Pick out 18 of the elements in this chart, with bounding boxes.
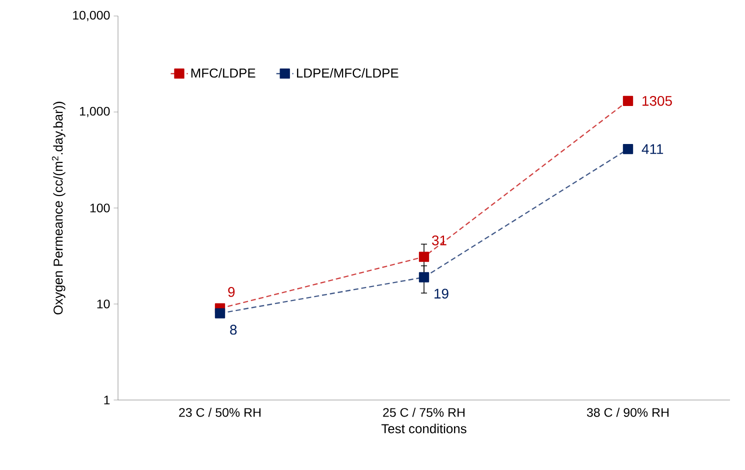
y-tick-label: 1 xyxy=(104,396,110,404)
data-label: 1305 xyxy=(642,96,672,106)
legend-label: MFC/LDPE xyxy=(191,68,256,78)
y-tick-label: 100 xyxy=(90,204,110,212)
x-tick-label: 25 C / 75% RH xyxy=(383,408,465,417)
y-tick-label: 10 xyxy=(97,300,110,308)
data-label: 31 xyxy=(432,235,446,246)
data-label: 411 xyxy=(642,144,664,154)
data-label: 9 xyxy=(228,287,235,297)
y-tick-label: 10,000 xyxy=(73,10,110,22)
x-tick-label: 23 C / 50% RH xyxy=(179,408,261,417)
x-tick-label: 38 C / 90% RH xyxy=(586,408,669,417)
y-tick-label: 1,000 xyxy=(80,106,110,118)
data-label: 19 xyxy=(434,288,448,299)
x-axis-title: Test conditions xyxy=(381,424,466,434)
y-axis-title: Oxygen Permeance (cc/(m$^{2}$.day.bar)) xyxy=(52,102,66,314)
legend-label: LDPE/MFC/LDPE xyxy=(297,68,398,78)
data-label: 8 xyxy=(230,324,237,335)
